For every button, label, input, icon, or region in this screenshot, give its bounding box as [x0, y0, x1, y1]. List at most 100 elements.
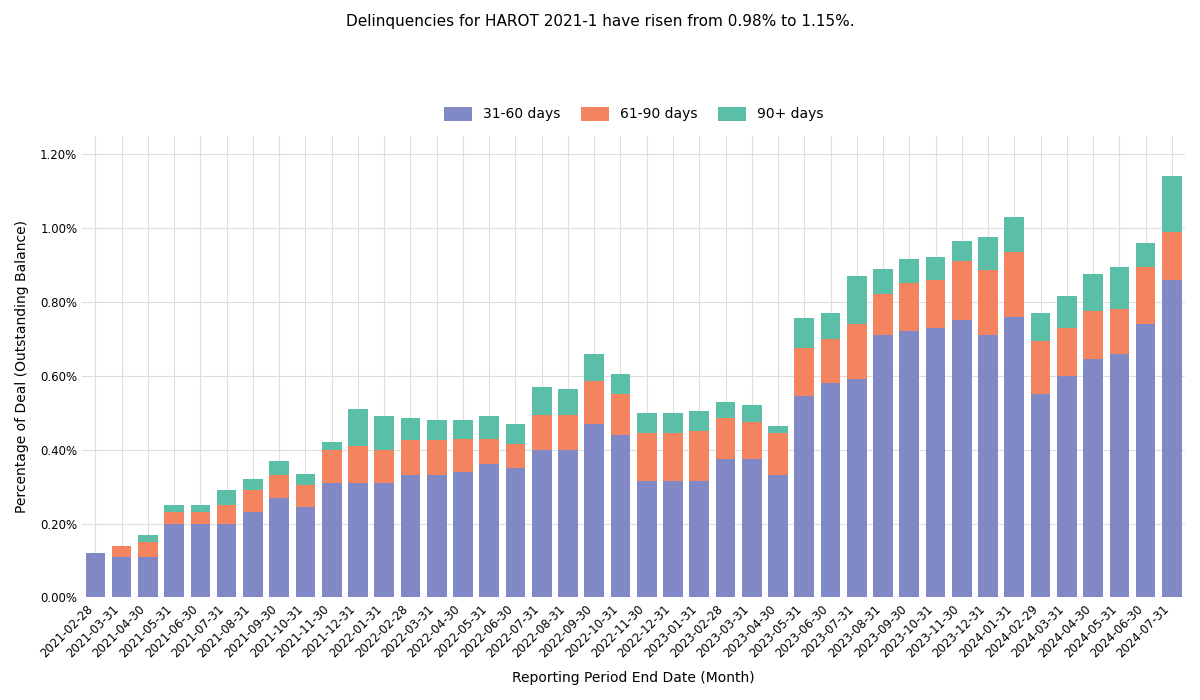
Bar: [1135, 324, 1156, 597]
Bar: [1162, 176, 1182, 232]
Bar: [295, 484, 316, 507]
Bar: [348, 446, 367, 483]
Bar: [1110, 354, 1129, 597]
Bar: [611, 435, 630, 597]
Bar: [1135, 267, 1156, 324]
Bar: [847, 276, 866, 324]
Bar: [244, 512, 263, 597]
Bar: [558, 389, 578, 414]
Bar: [821, 339, 840, 383]
Bar: [742, 405, 762, 422]
Y-axis label: Percentage of Deal (Outstanding Balance): Percentage of Deal (Outstanding Balance): [16, 220, 29, 513]
Bar: [427, 440, 446, 475]
Bar: [664, 481, 683, 597]
Bar: [191, 512, 210, 524]
Bar: [401, 475, 420, 597]
Bar: [1031, 341, 1050, 394]
Bar: [925, 328, 946, 597]
Bar: [821, 313, 840, 339]
Bar: [768, 475, 788, 597]
Bar: [454, 420, 473, 438]
Bar: [742, 458, 762, 597]
Bar: [558, 414, 578, 449]
Bar: [479, 464, 499, 597]
Bar: [454, 438, 473, 472]
Bar: [112, 546, 132, 556]
Bar: [794, 318, 814, 348]
Bar: [925, 258, 946, 280]
X-axis label: Reporting Period End Date (Month): Reporting Period End Date (Month): [512, 671, 755, 685]
Bar: [295, 474, 316, 484]
Text: Delinquencies for HAROT 2021-1 have risen from 0.98% to 1.15%.: Delinquencies for HAROT 2021-1 have rise…: [346, 14, 854, 29]
Bar: [794, 396, 814, 597]
Bar: [1110, 309, 1129, 354]
Bar: [269, 461, 289, 475]
Bar: [900, 259, 919, 284]
Bar: [374, 449, 394, 483]
Bar: [584, 382, 604, 423]
Bar: [690, 431, 709, 481]
Bar: [584, 354, 604, 382]
Bar: [768, 426, 788, 433]
Bar: [138, 556, 157, 597]
Bar: [217, 524, 236, 597]
Bar: [715, 402, 736, 418]
Legend: 31-60 days, 61-90 days, 90+ days: 31-60 days, 61-90 days, 90+ days: [438, 101, 829, 127]
Bar: [295, 507, 316, 597]
Bar: [322, 483, 342, 597]
Bar: [322, 449, 342, 483]
Bar: [1057, 296, 1076, 328]
Bar: [664, 433, 683, 481]
Bar: [637, 433, 656, 481]
Bar: [1004, 252, 1024, 316]
Bar: [821, 383, 840, 597]
Bar: [952, 261, 972, 321]
Bar: [427, 475, 446, 597]
Bar: [715, 418, 736, 458]
Bar: [952, 321, 972, 597]
Bar: [978, 335, 998, 597]
Bar: [558, 449, 578, 597]
Bar: [505, 424, 526, 444]
Bar: [715, 458, 736, 597]
Bar: [164, 512, 184, 524]
Bar: [1162, 232, 1182, 280]
Bar: [191, 505, 210, 512]
Bar: [900, 331, 919, 597]
Bar: [690, 481, 709, 597]
Bar: [1004, 217, 1024, 252]
Bar: [505, 468, 526, 597]
Bar: [1135, 243, 1156, 267]
Bar: [244, 480, 263, 490]
Bar: [217, 490, 236, 505]
Bar: [900, 284, 919, 331]
Bar: [1057, 328, 1076, 376]
Bar: [794, 348, 814, 396]
Bar: [925, 280, 946, 328]
Bar: [1004, 316, 1024, 597]
Bar: [374, 483, 394, 597]
Bar: [401, 440, 420, 475]
Bar: [269, 475, 289, 498]
Bar: [584, 424, 604, 597]
Bar: [611, 374, 630, 394]
Bar: [348, 483, 367, 597]
Bar: [742, 422, 762, 458]
Bar: [532, 387, 552, 414]
Bar: [1084, 311, 1103, 359]
Bar: [138, 542, 157, 557]
Bar: [427, 420, 446, 440]
Bar: [374, 416, 394, 449]
Bar: [348, 409, 367, 446]
Bar: [768, 433, 788, 475]
Bar: [1110, 267, 1129, 309]
Bar: [138, 535, 157, 542]
Bar: [244, 490, 263, 512]
Bar: [85, 553, 106, 597]
Bar: [1162, 280, 1182, 597]
Bar: [847, 324, 866, 379]
Bar: [874, 295, 893, 335]
Bar: [637, 413, 656, 433]
Bar: [217, 505, 236, 524]
Bar: [1084, 359, 1103, 597]
